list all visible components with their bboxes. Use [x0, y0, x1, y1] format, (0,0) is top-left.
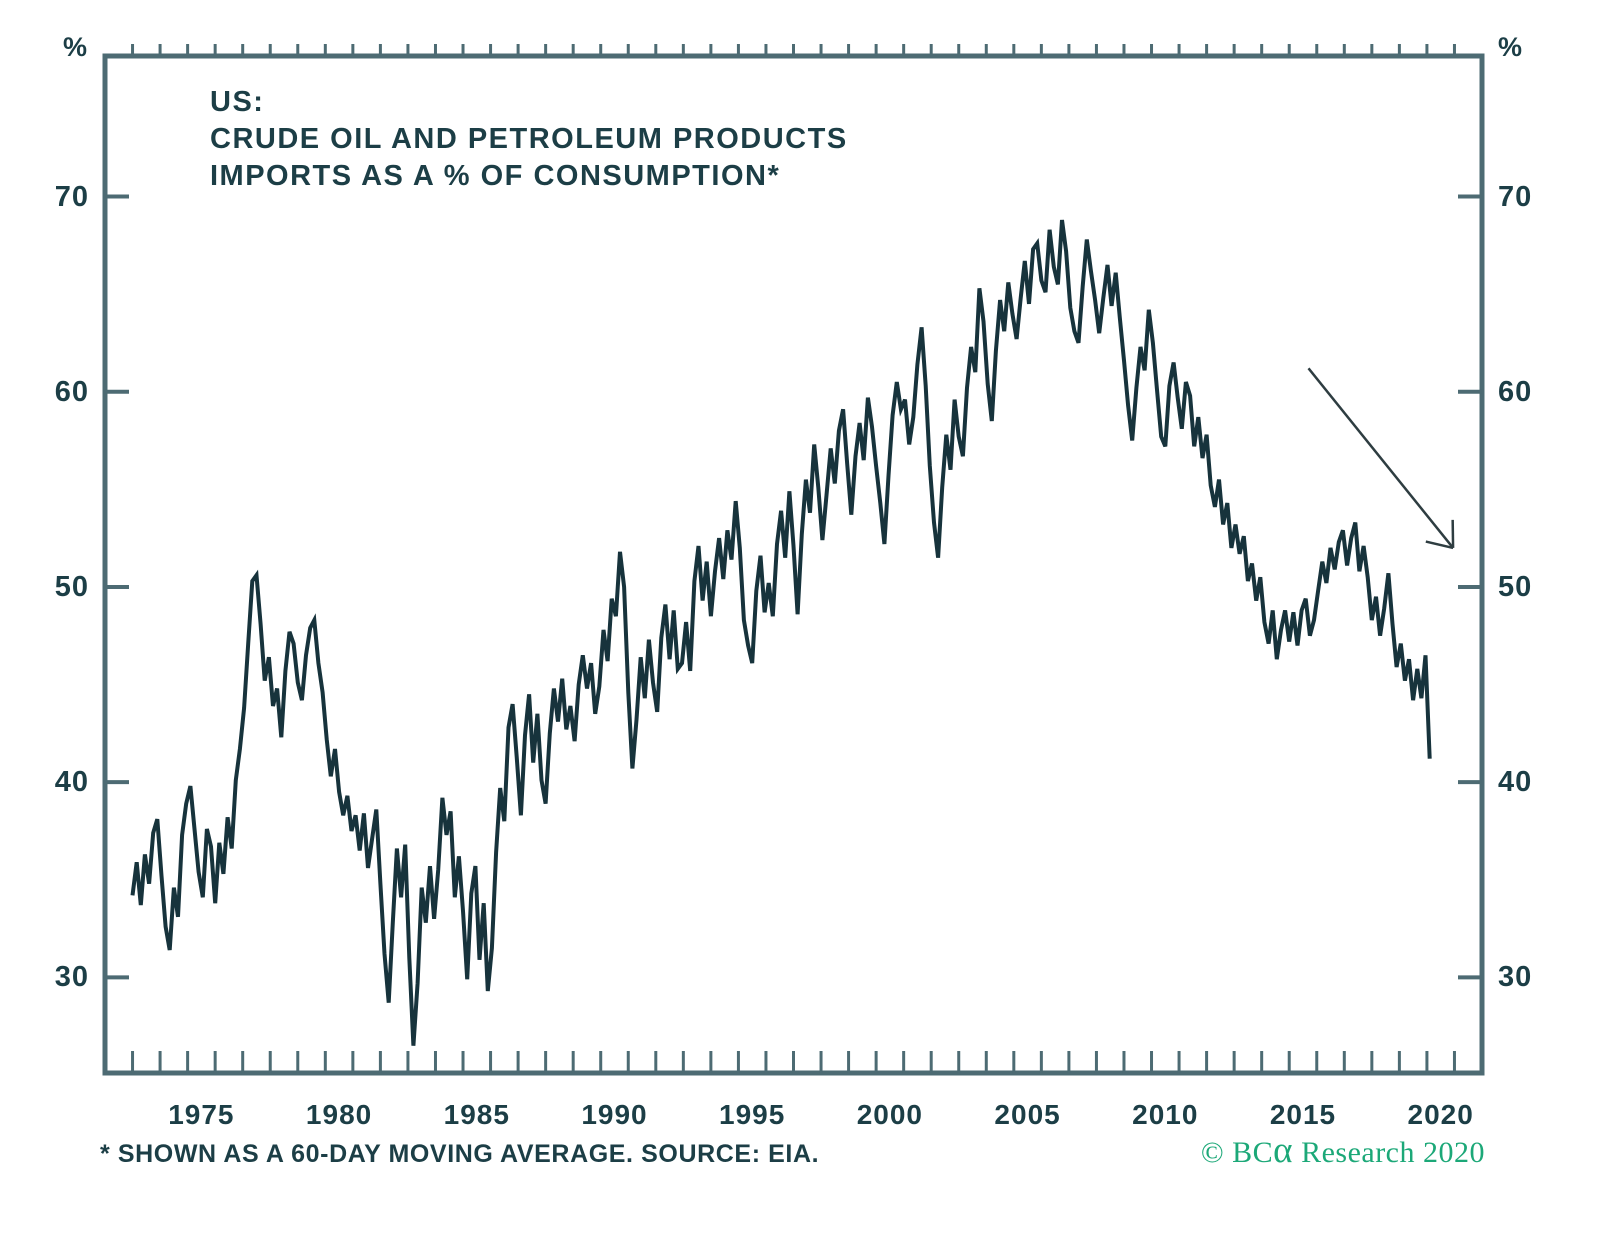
x-axis-label-1995: 1995 [719, 1099, 786, 1130]
x-axis-label-2020: 2020 [1407, 1099, 1474, 1130]
x-axis-label-2000: 2000 [856, 1099, 924, 1130]
y-axis-label-right-30: 30 [1498, 961, 1533, 994]
copyright-suffix: Research 2020 [1293, 1136, 1485, 1169]
y-axis-label-left-40: 40 [54, 766, 89, 799]
y-axis-unit-left: % [62, 32, 87, 62]
x-axis-label-2010: 2010 [1132, 1099, 1199, 1130]
y-axis-label-left-60: 60 [54, 375, 89, 408]
x-axis-label-1975: 1975 [168, 1099, 235, 1130]
chart-title-line-1: US: [210, 86, 265, 118]
x-axis-label-2015: 2015 [1269, 1099, 1337, 1130]
y-axis-label-right-70: 70 [1498, 180, 1533, 213]
x-axis-label-1990: 1990 [581, 1099, 648, 1130]
chart-title: US: CRUDE OIL AND PETROLEUM PRODUCTS IMP… [210, 84, 848, 195]
y-axis-label-right-60: 60 [1498, 375, 1533, 408]
x-axis-label-1980: 1980 [305, 1099, 373, 1130]
y-axis-label-left-50: 50 [54, 570, 89, 603]
copyright-prefix: © BC [1200, 1136, 1274, 1169]
bca-alpha-glyph: α [1273, 1130, 1294, 1171]
chart-title-line-2: CRUDE OIL AND PETROLEUM PRODUCTS [210, 123, 848, 155]
annotation-arrow-shaft [1307, 367, 1455, 549]
y-axis-label-right-50: 50 [1498, 570, 1533, 603]
y-axis-label-left-70: 70 [54, 180, 89, 213]
x-axis-label-2005: 2005 [994, 1099, 1061, 1130]
chart-title-line-3: IMPORTS AS A % OF CONSUMPTION* [210, 160, 781, 192]
data-line-imports-pct [130, 219, 1432, 1046]
y-axis-unit-right: % [1498, 32, 1523, 62]
x-axis-label-1985: 1985 [443, 1099, 510, 1130]
copyright-bca-research: © BCα Research 2020 [1085, 1132, 1485, 1170]
annotation-arrow-barb-1 [1425, 540, 1454, 550]
y-axis-label-left-30: 30 [54, 961, 89, 994]
y-axis-label-right-40: 40 [1498, 766, 1533, 799]
footnote: * SHOWN AS A 60-DAY MOVING AVERAGE. SOUR… [100, 1140, 820, 1168]
